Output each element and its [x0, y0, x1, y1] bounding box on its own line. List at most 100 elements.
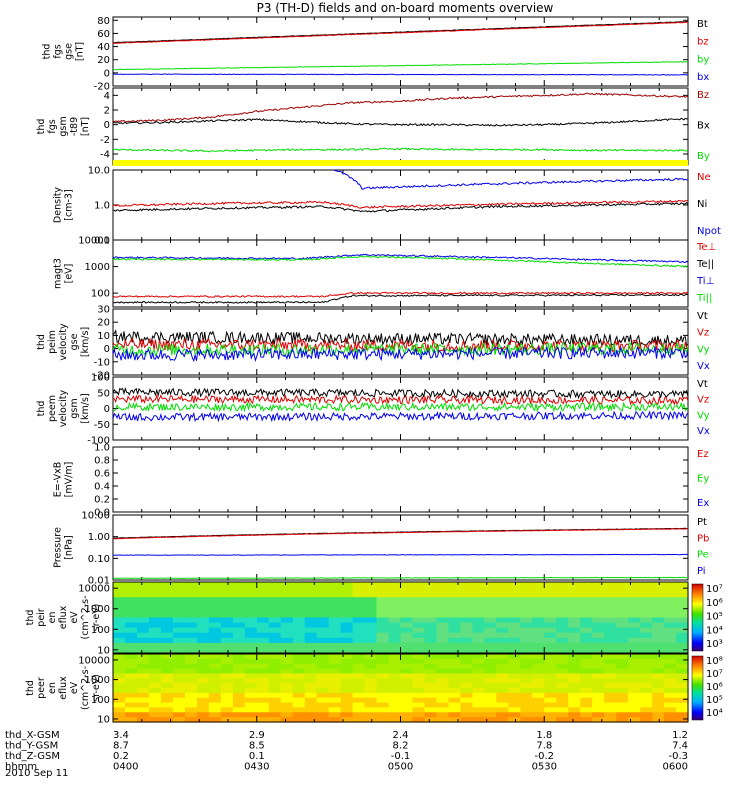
legend-entry: Bz — [697, 90, 709, 101]
series-line-Bz — [113, 92, 688, 123]
panel-frame — [112, 16, 689, 87]
y-tick-label: 0.4 — [94, 482, 110, 493]
ephemeris-value: 0530 — [532, 762, 557, 773]
y-axis-label-line: thd — [36, 119, 47, 135]
y-tick-label: 0.1 — [94, 236, 110, 247]
panel-frame — [112, 87, 689, 166]
colorbar-label: 10³ — [706, 639, 723, 650]
ephemeris-value: 0.1 — [249, 751, 265, 762]
legend-entry: Pt — [697, 517, 707, 528]
series-line-Ti⊥ — [113, 253, 688, 264]
y-axis-label-line: eflux — [58, 676, 69, 700]
y-axis-label-line: [cm-3] — [64, 189, 75, 220]
colorbar-label: 10⁵ — [706, 695, 723, 706]
y-tick-label: 10.0 — [88, 166, 110, 177]
legend-entry: Bt — [697, 19, 708, 30]
y-tick-label: -4 — [100, 150, 110, 161]
y-axis-label-line: fgs — [47, 119, 58, 133]
ephemeris-label: hhmm — [5, 762, 37, 773]
colorbar-label: 10⁴ — [706, 708, 723, 719]
legend-entry: Vx — [697, 361, 710, 372]
ephemeris-label: thd_Y-GSM — [5, 741, 58, 752]
y-tick-label: 10000 — [78, 655, 110, 666]
y-tick-label: 0.6 — [94, 469, 110, 480]
y-axis-label-line: (cm^2-s- — [80, 596, 91, 640]
y-tick-label: 100 — [91, 373, 110, 384]
y-tick-label: 30 — [97, 305, 110, 316]
y-axis-label-line: -t89 — [69, 117, 80, 136]
legend-entry: Pe — [697, 550, 709, 561]
legend-entry: bz — [697, 37, 709, 48]
y-axis-label-line: [nPa] — [64, 535, 75, 560]
ephemeris-label: thd_X-GSM — [5, 730, 60, 741]
spectrogram-peer — [113, 654, 689, 723]
series-line-Vt — [113, 329, 688, 348]
series-line-Bx — [113, 117, 688, 127]
y-tick-label: 0 — [104, 68, 110, 79]
legend-entry: Pi — [697, 566, 706, 577]
legend-entry: Vx — [697, 426, 710, 437]
y-tick-label: 80 — [97, 16, 110, 27]
colorbar-label: 10⁷ — [706, 669, 723, 680]
series-line-Vy — [113, 401, 688, 413]
y-axis-label-line: [nT] — [80, 117, 91, 136]
y-axis-label: thdpeimvelocitygse[km/s] — [36, 323, 91, 361]
legend-entry: Ey — [697, 474, 709, 485]
y-tick-label: 10.00 — [81, 511, 110, 522]
legend-entry: By — [697, 151, 710, 162]
y-tick-label: 0 — [104, 344, 110, 355]
y-axis-label-line: Pressure — [53, 527, 64, 568]
quality-flag-bar — [113, 160, 688, 166]
colorbar-peir — [691, 583, 704, 652]
y-axis-label-line: fgs — [53, 44, 64, 58]
panel-fgs: 80 60 40 20 0 -20 thdfgsgse[nT] Bt bz by bx — [42, 16, 710, 93]
y-axis-label-line: velocity — [58, 390, 69, 428]
y-tick-label: 1.00 — [88, 532, 110, 543]
y-axis-label-line: sr-eV) — [91, 604, 102, 632]
legend-entry: by — [697, 54, 709, 65]
y-tick-label: -100 — [87, 436, 110, 447]
ephemeris-label: thd_Z-GSM — [5, 751, 60, 762]
series-line-Vy — [113, 342, 688, 357]
series-line-bx — [113, 73, 688, 76]
y-axis-label-line: thd — [25, 610, 36, 626]
y-axis-label: Density[cm-3] — [53, 187, 75, 223]
y-axis-label: thdfgsgsm-t89[nT] — [36, 116, 91, 136]
ephemeris-value: 8.2 — [393, 741, 409, 752]
series-line-bz — [113, 21, 688, 44]
y-axis-label-line: gsm — [58, 116, 69, 136]
ephemeris-value: 0.2 — [113, 751, 129, 762]
y-tick-label: 20 — [97, 55, 110, 66]
y-axis-label-line: Density — [53, 187, 64, 223]
y-tick-label: -20 — [94, 371, 110, 382]
colorbar-label: 10⁷ — [706, 584, 723, 595]
ephemeris-value: -0.3 — [668, 751, 688, 762]
y-tick-label: 1000 — [85, 675, 110, 686]
y-tick-label: 0.01 — [88, 576, 110, 587]
y-tick-label: 10 — [97, 715, 110, 726]
legend-entry: Vz — [697, 328, 709, 339]
legend-entry: Ex — [697, 498, 709, 509]
legend-entry: Vt — [697, 311, 708, 322]
legend-entry: Ti⊥ — [696, 276, 714, 287]
legend-entry: Ni — [697, 199, 707, 210]
y-tick-label: 0.8 — [94, 456, 110, 467]
legend-entry: Pb — [697, 533, 709, 544]
ephemeris-value: 7.8 — [536, 741, 552, 752]
y-axis-label: Pressure[nPa] — [53, 527, 75, 568]
spectrogram-peir — [113, 582, 689, 654]
ephemeris-value: 0600 — [663, 762, 688, 773]
legend-entry: Ez — [697, 449, 709, 460]
series-line-Ti|| — [113, 255, 688, 268]
series-line-By — [113, 147, 688, 153]
y-axis-label-line: E=-VxB — [53, 462, 64, 497]
panel-frame — [112, 514, 689, 581]
ephemeris-value: 1.2 — [672, 730, 688, 741]
y-axis-label-line: sr-eV) — [91, 674, 102, 702]
y-tick-label: 50 — [97, 388, 110, 399]
colorbar-label: 10⁵ — [706, 612, 723, 623]
panel-efield: 1.0 0.8 0.6 0.4 0.2 0.0 E=-VxB[mV/m] Ez Ey Ex — [53, 443, 710, 519]
y-axis-label-line: thd — [42, 44, 53, 60]
ephemeris-value: 3.4 — [113, 730, 129, 741]
ephemeris-value: 8.7 — [113, 741, 129, 752]
